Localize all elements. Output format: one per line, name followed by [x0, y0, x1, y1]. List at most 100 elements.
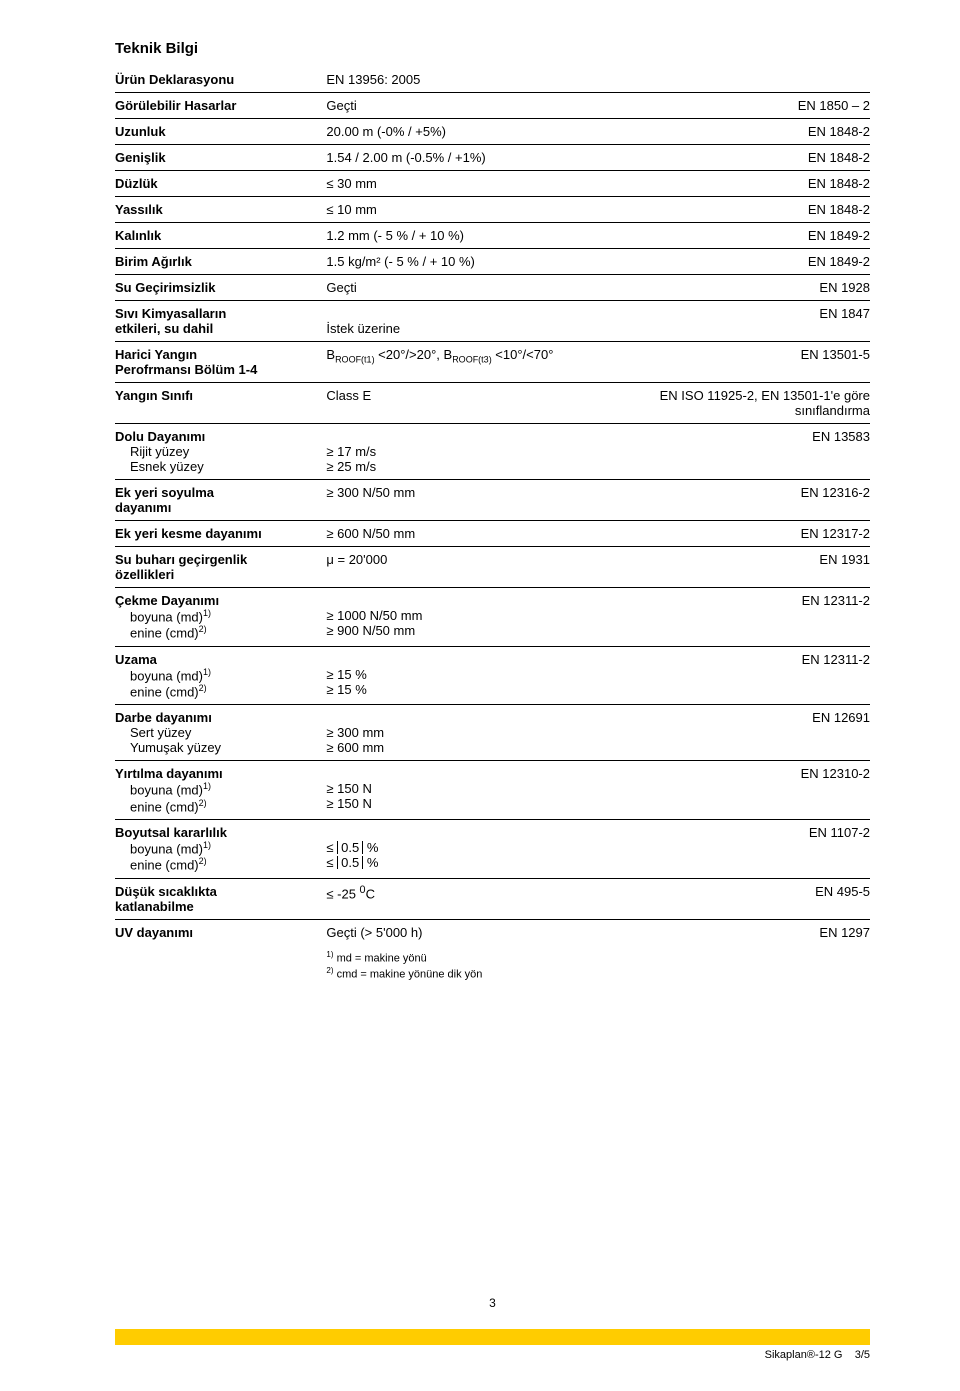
- row-standard: EN 1848-2: [628, 145, 870, 171]
- row-value: BROOF(t1) <20°/>20°, BROOF(t3) <10°/<70°: [326, 342, 628, 383]
- row-standard: EN 1297: [628, 919, 870, 945]
- table-row: Kalınlık 1.2 mm (- 5 % / + 10 %) EN 1849…: [115, 223, 870, 249]
- label-line2: Perofrmansı Bölüm 1-4: [115, 362, 257, 377]
- row-label: Boyutsal kararlılık boyuna (md)1) enine …: [115, 819, 326, 878]
- row-label: Yangın Sınıfı: [115, 383, 326, 424]
- sub-label: enine (cmd)2): [115, 856, 326, 872]
- sub-label: Sert yüzey: [115, 725, 326, 740]
- sub-label: Rijit yüzey: [115, 444, 326, 459]
- row-value: Geçti: [326, 275, 628, 301]
- row-standard: EN 12316-2: [628, 480, 870, 521]
- row-value: ≤ 30 mm: [326, 171, 628, 197]
- footnotes: 1) md = makine yönü 2) cmd = makine yönü…: [326, 945, 628, 988]
- sub-label: Yumuşak yüzey: [115, 740, 326, 755]
- row-standard: EN 1107-2: [628, 819, 870, 878]
- row-standard: EN 1847: [628, 301, 870, 342]
- row-label: Uzama boyuna (md)1) enine (cmd)2): [115, 646, 326, 705]
- row-standard: EN 12310-2: [628, 761, 870, 820]
- table-row: Genişlik 1.54 / 2.00 m (-0.5% / +1%) EN …: [115, 145, 870, 171]
- row-label: Ek yeri soyulma dayanımı: [115, 480, 326, 521]
- table-row: Uzunluk 20.00 m (-0% / +5%) EN 1848-2: [115, 119, 870, 145]
- row-label: Görülebilir Hasarlar: [115, 93, 326, 119]
- row-label: Düzlük: [115, 171, 326, 197]
- spec-table: Ürün Deklarasyonu EN 13956: 2005 Görüleb…: [115, 67, 870, 988]
- row-label: Yırtılma dayanımı boyuna (md)1) enine (c…: [115, 761, 326, 820]
- row-value: Geçti (> 5'000 h): [326, 919, 628, 945]
- footnote-row: 1) md = makine yönü 2) cmd = makine yönü…: [115, 945, 870, 988]
- sub-label: boyuna (md)1): [115, 608, 326, 624]
- row-label: Dolu Dayanımı Rijit yüzey Esnek yüzey: [115, 424, 326, 480]
- table-row: Uzama boyuna (md)1) enine (cmd)2) ≥ 15 %…: [115, 646, 870, 705]
- page-number-center: 3: [115, 1296, 870, 1310]
- footer-page: 3/5: [855, 1349, 870, 1361]
- row-value: Geçti: [326, 93, 628, 119]
- row-label: Düşük sıcaklıkta katlanabilme: [115, 878, 326, 919]
- sub-label: boyuna (md)1): [115, 667, 326, 683]
- row-standard: EN 495-5: [628, 878, 870, 919]
- row-value: 20.00 m (-0% / +5%): [326, 119, 628, 145]
- row-value: ≤ 0.5 % ≤ 0.5 %: [326, 819, 628, 878]
- row-label: Su Geçirimsizlik: [115, 275, 326, 301]
- table-row: Düzlük ≤ 30 mm EN 1848-2: [115, 171, 870, 197]
- row-standard: EN 12317-2: [628, 521, 870, 547]
- table-row: Yırtılma dayanımı boyuna (md)1) enine (c…: [115, 761, 870, 820]
- row-standard: EN 1931: [628, 547, 870, 588]
- table-row: Ek yeri kesme dayanımı ≥ 600 N/50 mm EN …: [115, 521, 870, 547]
- row-standard: EN 13501-5: [628, 342, 870, 383]
- row-value: ≥ 1000 N/50 mm ≥ 900 N/50 mm: [326, 588, 628, 647]
- footer-product: Sikaplan®-12 G: [765, 1349, 843, 1361]
- row-label: Birim Ağırlık: [115, 249, 326, 275]
- row-value: ≥ 600 N/50 mm: [326, 521, 628, 547]
- table-row: Yangın Sınıfı Class E EN ISO 11925-2, EN…: [115, 383, 870, 424]
- row-value: μ = 20'000: [326, 547, 628, 588]
- row-label: Ürün Deklarasyonu: [115, 67, 326, 93]
- row-label: Sıvı Kimyasalların etkileri, su dahil: [115, 301, 326, 342]
- sub-label: Esnek yüzey: [115, 459, 326, 474]
- table-row: Görülebilir Hasarlar Geçti EN 1850 – 2: [115, 93, 870, 119]
- row-standard: EN 1848-2: [628, 119, 870, 145]
- row-label: Harici Yangın Perofrmansı Bölüm 1-4: [115, 342, 326, 383]
- row-label: Su buharı geçirgenlik özellikleri: [115, 547, 326, 588]
- table-row: Ürün Deklarasyonu EN 13956: 2005: [115, 67, 870, 93]
- row-standard: EN 1848-2: [628, 197, 870, 223]
- row-value: ≤ 10 mm: [326, 197, 628, 223]
- row-standard: EN 1848-2: [628, 171, 870, 197]
- row-value: 1.54 / 2.00 m (-0.5% / +1%): [326, 145, 628, 171]
- footer-right: Sikaplan®-12 G 3/5: [115, 1349, 870, 1361]
- row-standard: EN 12311-2: [628, 588, 870, 647]
- row-label: UV dayanımı: [115, 919, 326, 945]
- table-row: Ek yeri soyulma dayanımı ≥ 300 N/50 mm E…: [115, 480, 870, 521]
- table-row: Dolu Dayanımı Rijit yüzey Esnek yüzey ≥ …: [115, 424, 870, 480]
- table-row: UV dayanımı Geçti (> 5'000 h) EN 1297: [115, 919, 870, 945]
- page-footer: 3 Sikaplan®-12 G 3/5: [115, 1311, 870, 1361]
- table-row: Yassılık ≤ 10 mm EN 1848-2: [115, 197, 870, 223]
- label-line1: Harici Yangın: [115, 347, 197, 362]
- label-line2: etkileri, su dahil: [115, 321, 213, 336]
- row-standard: EN 1849-2: [628, 223, 870, 249]
- table-row: Birim Ağırlık 1.5 kg/m² (- 5 % / + 10 %)…: [115, 249, 870, 275]
- row-standard: EN ISO 11925-2, EN 13501-1'e göre sınıfl…: [628, 383, 870, 424]
- row-value: İstek üzerine: [326, 301, 628, 342]
- row-label: Çekme Dayanımı boyuna (md)1) enine (cmd)…: [115, 588, 326, 647]
- table-row: Harici Yangın Perofrmansı Bölüm 1-4 BROO…: [115, 342, 870, 383]
- row-label: Darbe dayanımı Sert yüzey Yumuşak yüzey: [115, 705, 326, 761]
- table-row: Sıvı Kimyasalların etkileri, su dahil İs…: [115, 301, 870, 342]
- row-label: Genişlik: [115, 145, 326, 171]
- row-value: ≥ 17 m/s ≥ 25 m/s: [326, 424, 628, 480]
- row-value: ≥ 150 N ≥ 150 N: [326, 761, 628, 820]
- table-row: Su Geçirimsizlik Geçti EN 1928: [115, 275, 870, 301]
- row-standard: EN 1850 – 2: [628, 93, 870, 119]
- sub-label: enine (cmd)2): [115, 624, 326, 640]
- row-label: Ek yeri kesme dayanımı: [115, 521, 326, 547]
- row-standard: EN 12691: [628, 705, 870, 761]
- row-standard: [628, 67, 870, 93]
- table-row: Su buharı geçirgenlik özellikleri μ = 20…: [115, 547, 870, 588]
- row-value: Class E: [326, 383, 628, 424]
- sub-label: enine (cmd)2): [115, 798, 326, 814]
- sub-label: enine (cmd)2): [115, 683, 326, 699]
- row-standard: EN 12311-2: [628, 646, 870, 705]
- table-row: Boyutsal kararlılık boyuna (md)1) enine …: [115, 819, 870, 878]
- row-label: Kalınlık: [115, 223, 326, 249]
- row-label: Uzunluk: [115, 119, 326, 145]
- table-row: Darbe dayanımı Sert yüzey Yumuşak yüzey …: [115, 705, 870, 761]
